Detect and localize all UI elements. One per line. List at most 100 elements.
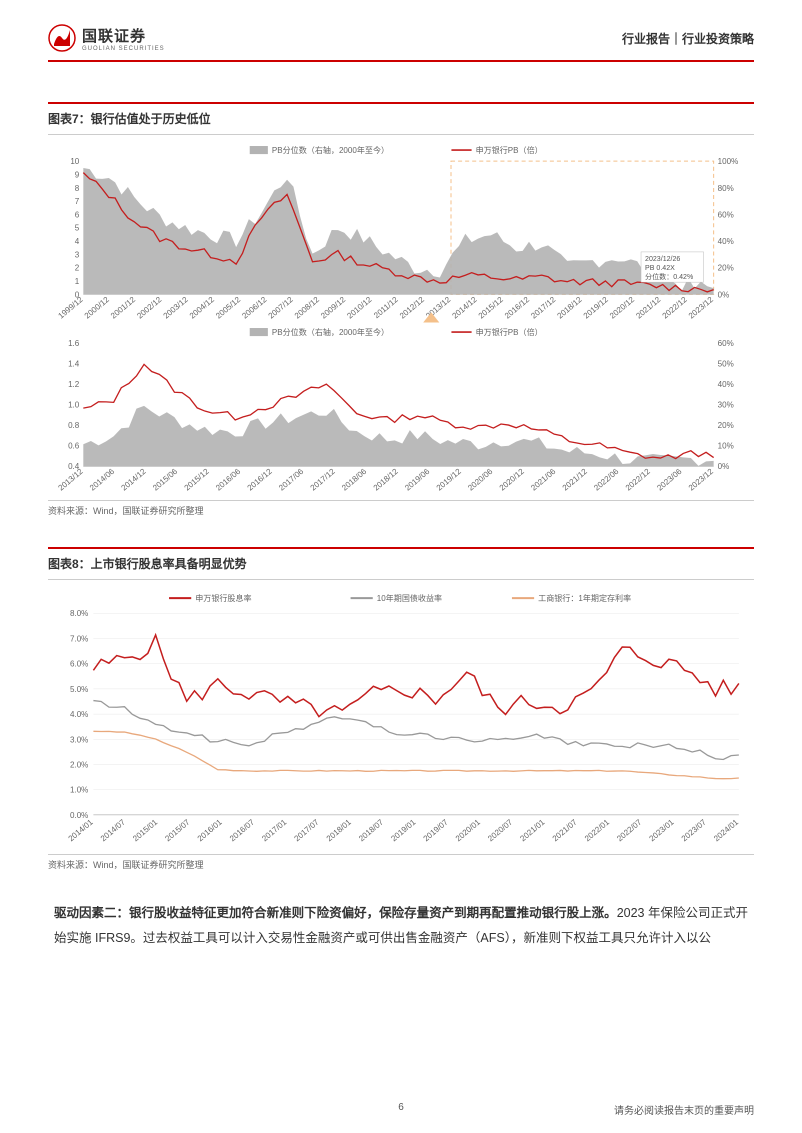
svg-text:2023/12: 2023/12: [687, 466, 715, 492]
svg-text:40%: 40%: [718, 237, 734, 246]
svg-text:1: 1: [75, 277, 80, 286]
logo-cn-text: 国联证券: [82, 25, 165, 46]
logo-area: 国联证券 GUOLIAN SECURITIES: [48, 24, 165, 52]
svg-text:申万银行PB（倍）: 申万银行PB（倍）: [476, 145, 543, 155]
svg-text:2023/07: 2023/07: [680, 817, 708, 843]
svg-text:2021/12: 2021/12: [561, 466, 589, 492]
svg-text:2021/01: 2021/01: [518, 817, 546, 843]
svg-text:2015/06: 2015/06: [151, 466, 179, 492]
svg-text:1.0%: 1.0%: [70, 786, 88, 795]
svg-text:2001/12: 2001/12: [109, 295, 137, 321]
svg-text:2023/06: 2023/06: [655, 466, 683, 492]
svg-text:2017/06: 2017/06: [277, 466, 305, 492]
svg-text:2022/12: 2022/12: [624, 466, 652, 492]
svg-text:0%: 0%: [718, 290, 730, 299]
svg-text:2007/12: 2007/12: [267, 295, 295, 321]
svg-text:2024/01: 2024/01: [712, 817, 740, 843]
footer-disclaimer: 请务必阅读报告末页的重要声明: [614, 1102, 754, 1117]
svg-text:2.0%: 2.0%: [70, 761, 88, 770]
svg-text:2022/06: 2022/06: [592, 466, 620, 492]
svg-text:60%: 60%: [718, 339, 734, 348]
svg-text:4: 4: [75, 237, 80, 246]
svg-text:2010/12: 2010/12: [345, 295, 373, 321]
svg-text:30%: 30%: [718, 400, 734, 409]
svg-text:2016/01: 2016/01: [196, 817, 224, 843]
svg-text:2000/12: 2000/12: [83, 295, 111, 321]
svg-text:2002/12: 2002/12: [135, 295, 163, 321]
svg-text:PB分位数（右轴，2000年至今）: PB分位数（右轴，2000年至今）: [272, 327, 389, 337]
svg-text:2019/12: 2019/12: [582, 295, 610, 321]
svg-text:2019/12: 2019/12: [435, 466, 463, 492]
svg-text:2016/06: 2016/06: [214, 466, 242, 492]
svg-text:2011/12: 2011/12: [372, 295, 400, 321]
svg-text:0.8: 0.8: [68, 421, 80, 430]
svg-text:1.6: 1.6: [68, 339, 80, 348]
body-paragraph: 驱动因素二：银行股收益特征更加符合新准则下险资偏好，保险存量资产到期再配置推动银…: [48, 901, 754, 951]
svg-text:2014/12: 2014/12: [450, 295, 478, 321]
svg-text:2009/12: 2009/12: [319, 295, 347, 321]
svg-text:2017/12: 2017/12: [309, 466, 337, 492]
svg-text:2005/12: 2005/12: [214, 295, 242, 321]
svg-text:2004/12: 2004/12: [188, 295, 216, 321]
svg-text:2017/01: 2017/01: [260, 817, 288, 843]
svg-text:2023/01: 2023/01: [648, 817, 676, 843]
svg-text:2020/07: 2020/07: [486, 817, 514, 843]
svg-text:7: 7: [75, 197, 80, 206]
svg-text:2017/12: 2017/12: [529, 295, 557, 321]
svg-text:10%: 10%: [718, 441, 734, 450]
chart-7-source: 资料来源：Wind，国联证券研究所整理: [48, 500, 754, 517]
svg-text:2021/07: 2021/07: [551, 817, 579, 843]
svg-text:5: 5: [75, 224, 80, 233]
body-bold: 驱动因素二：银行股收益特征更加符合新准则下险资偏好，保险存量资产到期再配置推动银…: [54, 906, 617, 920]
svg-text:60%: 60%: [718, 210, 734, 219]
svg-text:2006/12: 2006/12: [240, 295, 268, 321]
chart-8-title: 图表8：上市银行股息率具备明显优势: [48, 557, 247, 571]
svg-text:2018/06: 2018/06: [340, 466, 368, 492]
logo-en-text: GUOLIAN SECURITIES: [82, 46, 165, 52]
svg-text:2018/07: 2018/07: [357, 817, 385, 843]
page-number: 6: [398, 1102, 404, 1113]
svg-text:2021/06: 2021/06: [529, 466, 557, 492]
svg-text:80%: 80%: [718, 184, 734, 193]
svg-text:2023/12/26: 2023/12/26: [645, 256, 680, 263]
svg-text:2022/01: 2022/01: [583, 817, 611, 843]
svg-text:2008/12: 2008/12: [293, 295, 321, 321]
svg-text:1.4: 1.4: [68, 359, 80, 368]
svg-text:分位数：0.42%: 分位数：0.42%: [645, 272, 694, 281]
svg-text:工商银行：1年期定存利率: 工商银行：1年期定存利率: [538, 593, 631, 603]
svg-text:3: 3: [75, 250, 80, 259]
svg-text:2016/07: 2016/07: [228, 817, 256, 843]
svg-text:1.2: 1.2: [68, 380, 80, 389]
svg-text:40%: 40%: [718, 380, 734, 389]
svg-text:6.0%: 6.0%: [70, 660, 88, 669]
header-category: 行业报告｜行业投资策略: [622, 30, 754, 47]
svg-text:9: 9: [75, 170, 80, 179]
svg-text:6: 6: [75, 210, 80, 219]
svg-text:2018/12: 2018/12: [372, 466, 400, 492]
svg-text:10年期国债收益率: 10年期国债收益率: [377, 593, 442, 603]
svg-text:2016/12: 2016/12: [246, 466, 274, 492]
svg-text:2015/12: 2015/12: [183, 466, 211, 492]
svg-text:2023/12: 2023/12: [687, 295, 715, 321]
chart-8-block: 图表8：上市银行股息率具备明显优势 申万银行股息率10年期国债收益率工商银行：1…: [48, 547, 754, 871]
svg-text:4.0%: 4.0%: [70, 710, 88, 719]
svg-text:2017/07: 2017/07: [293, 817, 321, 843]
svg-text:8: 8: [75, 184, 80, 193]
chart-7-block: 图表7：银行估值处于历史低位 PB分位数（右轴，2000年至今） 申万银行PB（倍…: [48, 102, 754, 517]
svg-text:2018/12: 2018/12: [556, 295, 584, 321]
svg-text:2019/06: 2019/06: [403, 466, 431, 492]
chart-7-top-svg: PB分位数（右轴，2000年至今）申万银行PB（倍）0123456789100%…: [48, 143, 754, 325]
svg-text:申万银行PB（倍）: 申万银行PB（倍）: [476, 327, 543, 337]
svg-text:100%: 100%: [718, 157, 739, 166]
svg-text:2015/12: 2015/12: [477, 295, 505, 321]
svg-text:2016/12: 2016/12: [503, 295, 531, 321]
svg-text:1.0: 1.0: [68, 400, 80, 409]
svg-text:2022/07: 2022/07: [615, 817, 643, 843]
svg-text:PB 0.42X: PB 0.42X: [645, 265, 675, 272]
svg-text:7.0%: 7.0%: [70, 634, 88, 643]
svg-text:0.6: 0.6: [68, 441, 80, 450]
svg-text:20%: 20%: [718, 264, 734, 273]
svg-text:2014/07: 2014/07: [99, 817, 127, 843]
chart-7-title: 图表7：银行估值处于历史低位: [48, 112, 211, 126]
svg-text:PB分位数（右轴，2000年至今）: PB分位数（右轴，2000年至今）: [272, 145, 389, 155]
